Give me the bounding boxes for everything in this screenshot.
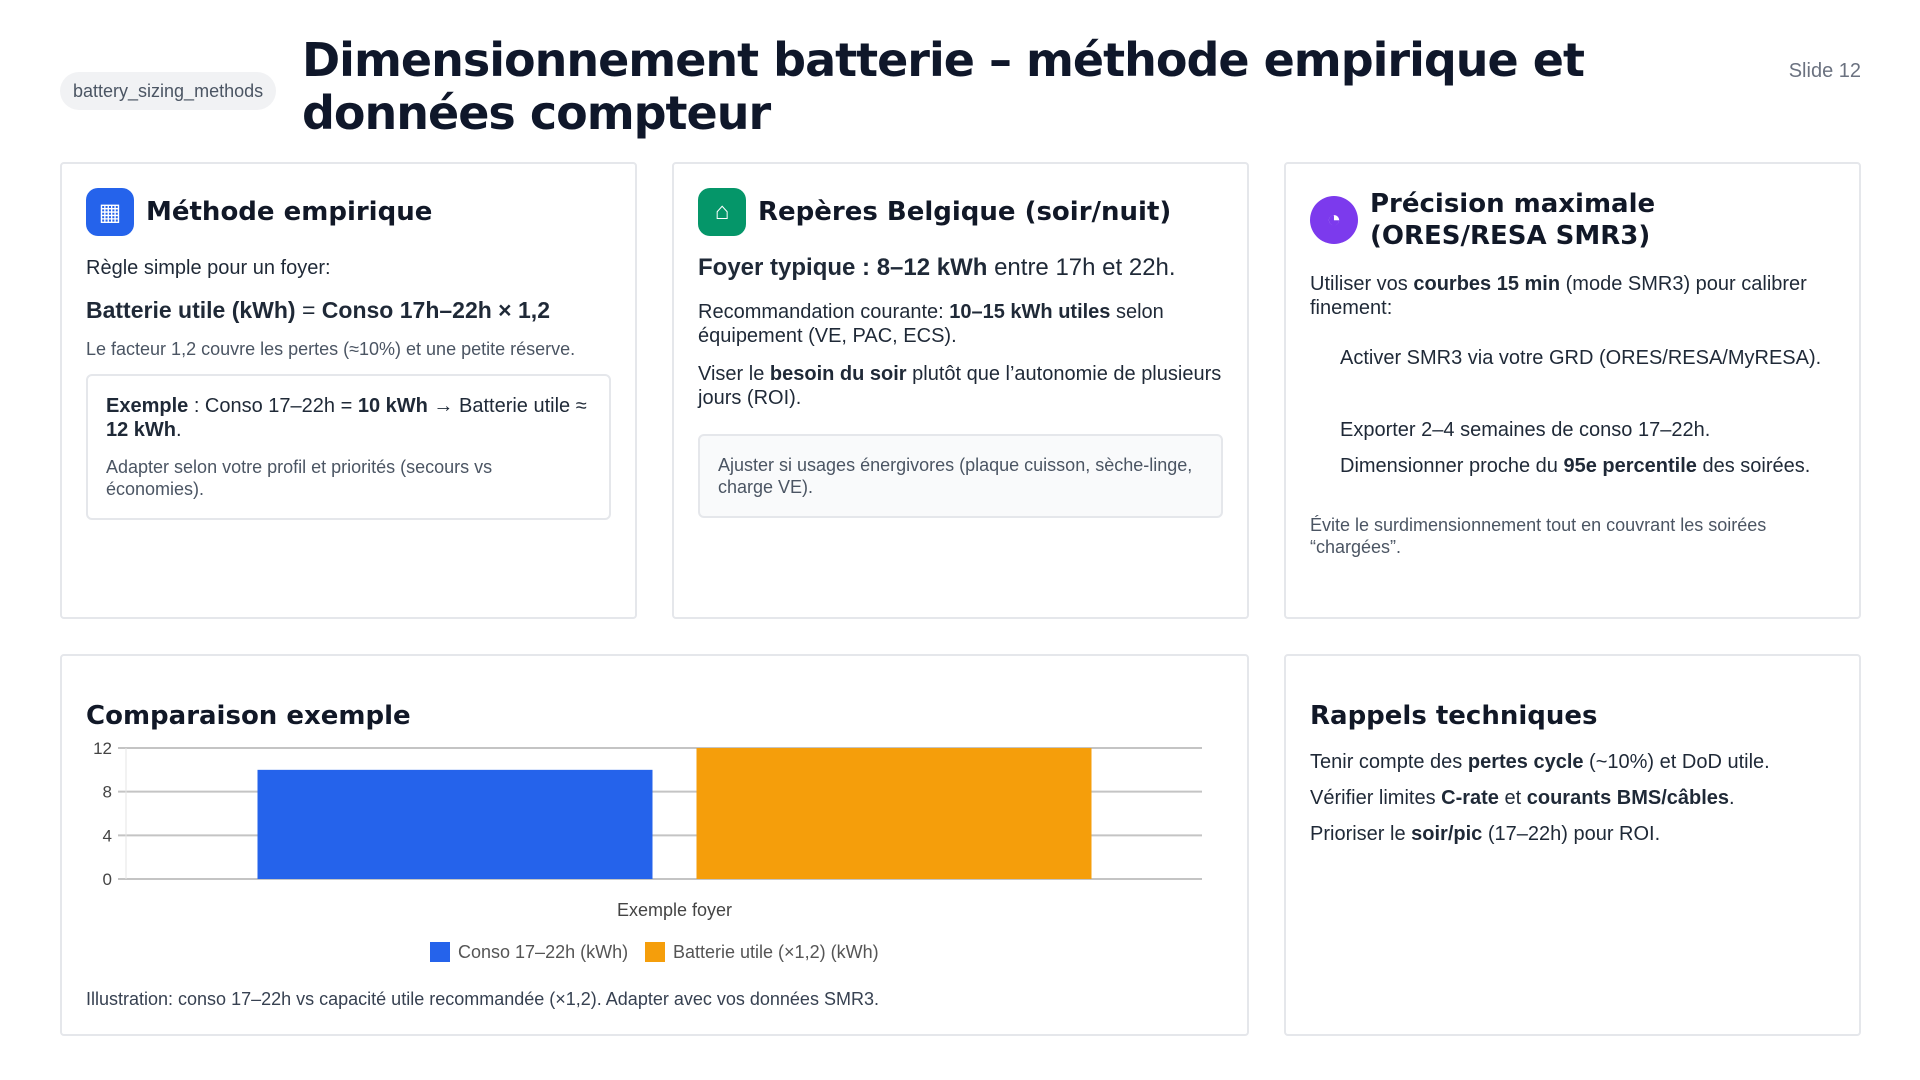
r2-t3: . xyxy=(1729,787,1735,809)
card-title: Rappels techniques xyxy=(1310,701,1598,731)
formula-left: Batterie utile (kWh) xyxy=(86,297,296,323)
r2-bold1: C-rate xyxy=(1441,787,1499,809)
x-category-label: Exemple foyer xyxy=(617,900,732,920)
i3-t2: des soirées. xyxy=(1696,455,1811,477)
card-empirical-method: ▦ Méthode empirique Règle simple pour un … xyxy=(60,162,637,619)
ex-t2: → Batterie utile ≈ xyxy=(427,395,587,417)
ex-result: 12 kWh xyxy=(106,419,177,441)
card-title: Repères Belgique (soir/nuit) xyxy=(758,197,1172,227)
p-t1: Utiliser vos xyxy=(1310,273,1414,295)
example-box: Exemple : Conso 17–22h = 10 kWh → Batter… xyxy=(86,374,611,520)
card-title: Précision maximale (ORES/RESA SMR3) xyxy=(1370,189,1656,251)
i3-bold: 95e percentile xyxy=(1563,455,1697,477)
l1-bold: Foyer typique : 8–12 kWh xyxy=(698,254,988,281)
step-1: Activer SMR3 via votre GRD (ORES/RESA/My… xyxy=(1340,347,1822,369)
recommendation: Recommandation courante: 10–15 kWh utile… xyxy=(698,300,1223,348)
ex-t1: : Conso 17–22h = xyxy=(188,395,358,417)
ex-t3: . xyxy=(176,419,182,441)
y-tick-label: 12 xyxy=(93,739,112,758)
l2-t2: selon équipement (VE, PAC, ECS). xyxy=(698,301,1164,347)
page-title: Dimensionnement batterie – méthode empir… xyxy=(302,33,1585,140)
l3-t1: Viser le xyxy=(698,363,770,385)
r2-bold2: courants BMS/câbles xyxy=(1526,787,1730,809)
legend-swatch xyxy=(430,942,450,962)
topic-tag: battery_sizing_methods xyxy=(60,72,277,110)
legend-label: Batterie utile (×1,2) (kWh) xyxy=(673,942,879,962)
r1-bold: pertes cycle xyxy=(1467,751,1584,773)
r2-t1: Vérifier limites xyxy=(1310,787,1442,809)
p-bold: courbes 15 min xyxy=(1413,273,1561,295)
evening-need: Viser le besoin du soir plutôt que l’aut… xyxy=(698,362,1223,410)
legend-label: Conso 17–22h (kWh) xyxy=(458,942,628,962)
bar-1 xyxy=(257,769,653,879)
card-title: Comparaison exemple xyxy=(86,701,411,731)
i3-t1: Dimensionner proche du xyxy=(1340,455,1564,477)
formula-right: Conso 17h–22h xyxy=(321,297,492,323)
gauge-icon: ◔ xyxy=(1310,196,1358,244)
l1-text: entre 17h et 22h. xyxy=(987,254,1176,281)
step-2: Exporter 2–4 semaines de conso 17–22h. xyxy=(1340,419,1711,441)
card-reminders: Rappels techniques Tenir compte des pert… xyxy=(1284,654,1861,1036)
smr3-intro: Utiliser vos courbes 15 min (mode SMR3) … xyxy=(1310,272,1835,320)
l2-t1: Recommandation courante: xyxy=(698,301,950,323)
reminder-3: Prioriser le soir/pic (17–22h) pour ROI. xyxy=(1310,822,1835,846)
card-comparison: Comparaison exemple 0 4 8 12 Exemple foyer Co… xyxy=(60,654,1249,1036)
reminder-2: Vérifier limites C-rate et courants BMS/… xyxy=(1310,786,1835,810)
step-3: Dimensionner proche du 95e percentile de… xyxy=(1310,454,1835,478)
r3-t1: Prioriser le xyxy=(1310,823,1412,845)
formula-eq: = xyxy=(295,297,322,323)
reminder-1: Tenir compte des pertes cycle (~10%) et … xyxy=(1310,750,1835,774)
p-t2: (mode SMR3) pour calibrer finement: xyxy=(1310,273,1807,319)
precision-note: Évite le surdimensionnement tout en couv… xyxy=(1310,515,1767,557)
legend-swatch xyxy=(645,942,665,962)
ex-value: 10 kWh xyxy=(357,395,428,417)
y-tick-label: 0 xyxy=(103,870,112,889)
adjust-text: Ajuster si usages énergivores (plaque cu… xyxy=(718,455,1193,497)
calculator-icon: ▦ xyxy=(86,188,134,236)
y-tick-label: 4 xyxy=(103,826,112,845)
l3-bold: besoin du soir xyxy=(769,363,907,385)
bar-2 xyxy=(696,748,1092,879)
formula-op: × 1,2 xyxy=(491,297,550,323)
r1-t2: (~10%) et DoD utile. xyxy=(1583,751,1770,773)
adjust-box: Ajuster si usages énergivores (plaque cu… xyxy=(698,434,1223,518)
r2-t2: et xyxy=(1498,787,1527,809)
card-title: Méthode empirique xyxy=(146,197,433,227)
comparison-chart: 0 4 8 12 Exemple foyer Conso 17–22h (kWh) Batt… xyxy=(93,739,1202,962)
chart-caption: Illustration: conso 17–22h vs capacité u… xyxy=(86,989,879,1009)
r1-t1: Tenir compte des xyxy=(1310,751,1468,773)
y-tick-label: 8 xyxy=(103,783,112,802)
card-belgium: ⌂ Repères Belgique (soir/nuit) Foyer typi… xyxy=(672,162,1249,619)
home-icon: ⌂ xyxy=(698,188,746,236)
l3-t2: plutôt que l’autonomie de plusieurs jour… xyxy=(698,363,1222,409)
r3-t2: (17–22h) pour ROI. xyxy=(1482,823,1661,845)
formula: Batterie utile (kWh) = Conso 17h–22h × 1… xyxy=(86,298,611,322)
ex-label: Exemple xyxy=(106,395,189,417)
slide-number: Slide 12 xyxy=(1788,60,1861,82)
card-precision: ◔ Précision maximale (ORES/RESA SMR3) Uti… xyxy=(1284,162,1861,619)
intro-text: Règle simple pour un foyer: xyxy=(86,257,331,279)
typical-home: Foyer typique : 8–12 kWh entre 17h et 22… xyxy=(698,256,1223,280)
example-text: Exemple : Conso 17–22h = 10 kWh → Batter… xyxy=(106,394,591,442)
r3-bold: soir/pic xyxy=(1411,823,1483,845)
l2-bold: 10–15 kWh utiles xyxy=(949,301,1111,323)
example-note: Adapter selon votre profil et priorités … xyxy=(106,457,493,499)
factor-note: Le facteur 1,2 couvre les pertes (≈10%) … xyxy=(86,339,576,359)
